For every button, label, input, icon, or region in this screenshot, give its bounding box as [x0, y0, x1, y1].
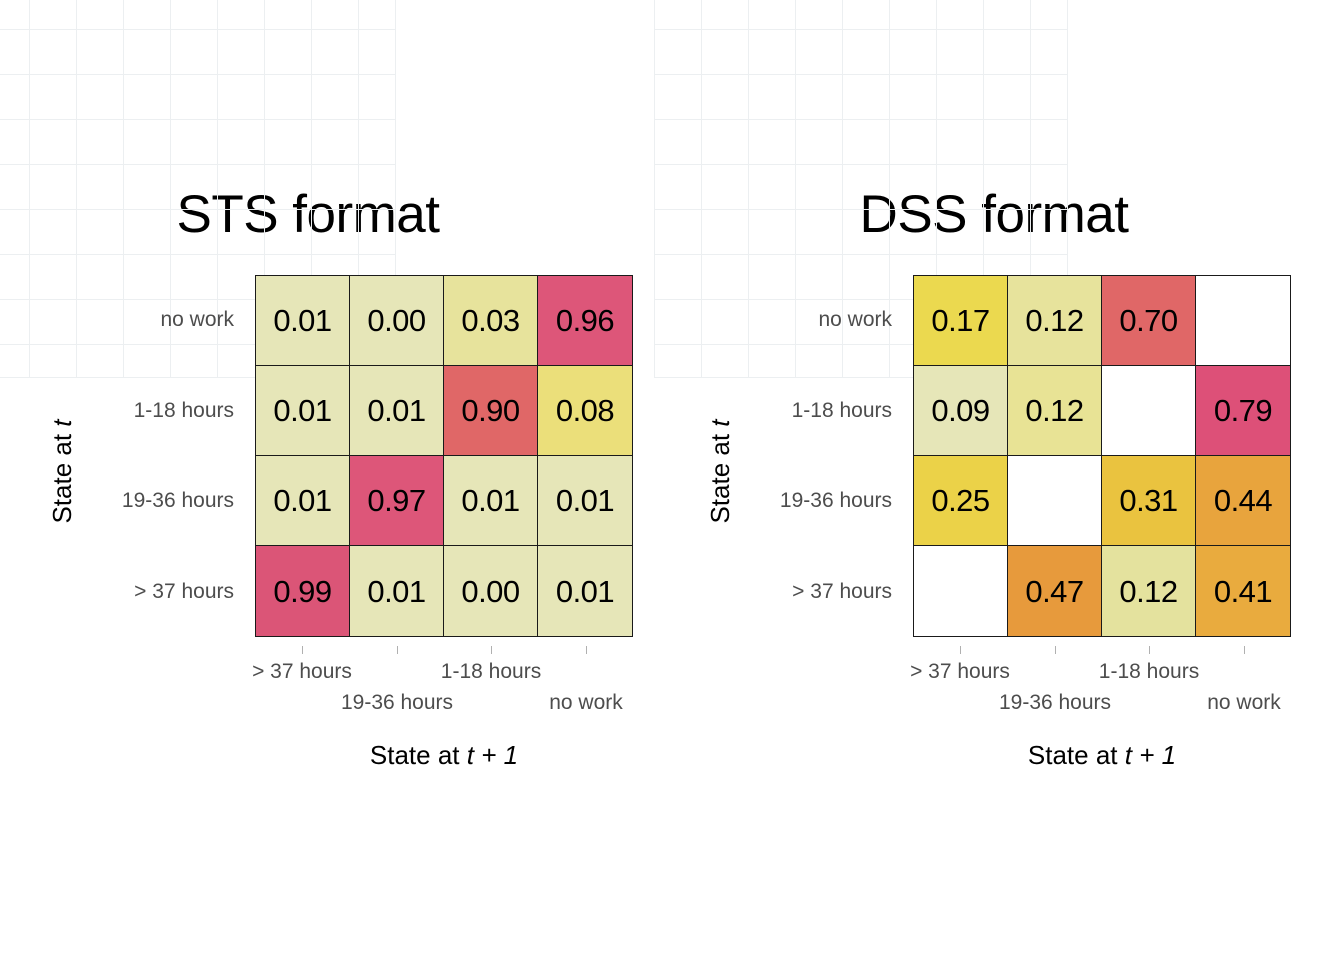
- heatmap-cell: [1196, 276, 1290, 366]
- y-tick-label: no work: [818, 308, 892, 332]
- heatmap-cell: 0.01: [538, 546, 632, 636]
- heatmap-cell-value: 0.09: [931, 393, 990, 428]
- heatmap-cell-value: 0.79: [1213, 393, 1273, 428]
- x-axis-title-dss: State at t + 1: [913, 740, 1291, 771]
- heatmap-cell-value: 0.01: [273, 303, 332, 338]
- heatmap-cell: 0.01: [444, 456, 538, 546]
- heatmap-cell: 0.12: [1008, 366, 1102, 456]
- panel-sts: STS format State at t no work 1-18 hours…: [0, 0, 633, 771]
- y-tick-label: > 37 hours: [134, 579, 234, 603]
- heatmap-cell-value: 0.97: [367, 483, 426, 518]
- heatmap-cell-value: 0.01: [367, 393, 426, 428]
- x-axis-title-variable: t + 1: [1124, 740, 1177, 770]
- panel-title-dss: DSS format: [859, 185, 1129, 244]
- heatmap-cell: 0.01: [350, 546, 444, 636]
- heatmap-cell-value: 0.12: [1025, 393, 1084, 428]
- heatmap-cell-value: 0.12: [1025, 303, 1084, 338]
- heatmap-cell: 0.41: [1196, 546, 1290, 636]
- heatmap-cell: 0.03: [444, 276, 538, 366]
- x-tick-label: 1-18 hours: [1098, 660, 1200, 683]
- heatmap-cell: 0.00: [444, 546, 538, 636]
- x-axis-title-sts: State at t + 1: [255, 740, 633, 771]
- heatmap-cell: 0.01: [350, 366, 444, 456]
- y-tick-labels-dss: no work 1-18 hours 19-36 hours > 37 hour…: [706, 275, 906, 637]
- y-tick-labels-sts: no work 1-18 hours 19-36 hours > 37 hour…: [48, 275, 248, 637]
- heatmap-cell-value: 0.00: [461, 573, 520, 609]
- heatmap-cell-value: 0.01: [273, 393, 332, 428]
- y-tick-label: 19-36 hours: [779, 489, 892, 513]
- heatmap-cell: 0.70: [1102, 276, 1196, 366]
- heatmap-cell-value: 0.01: [461, 483, 520, 518]
- x-tick-label: 19-36 hours: [998, 691, 1112, 714]
- heatmap-cell-value: 0.41: [1213, 573, 1273, 609]
- heatmap-cell: 0.01: [256, 276, 350, 366]
- heatmap-cell-value: 0.96: [555, 303, 615, 338]
- heatmap-cell-value: 0.17: [931, 303, 990, 338]
- heatmap-cell: 0.31: [1102, 456, 1196, 546]
- heatmap-cell-value: 0.90: [461, 393, 520, 428]
- y-tick-label: 1-18 hours: [133, 398, 234, 422]
- heatmap-cell-value: 0.01: [273, 483, 332, 518]
- heatmap-cell: 0.44: [1196, 456, 1290, 546]
- heatmap-cell-value: 0.70: [1119, 303, 1178, 338]
- heatmap-cell: 0.47: [1008, 546, 1102, 636]
- heatmap-cell-value: 0.31: [1119, 483, 1178, 518]
- x-tick-label: 19-36 hours: [340, 691, 454, 714]
- heatmap-cell: 0.01: [256, 456, 350, 546]
- heatmap-cell: 0.01: [256, 366, 350, 456]
- heatmap-cell-value: 0.01: [367, 573, 426, 609]
- heatmap-cell-value: 0.03: [461, 303, 520, 338]
- heatmap-cell: 0.12: [1102, 546, 1196, 636]
- x-tick-label: no work: [1207, 691, 1281, 714]
- x-tick-label: > 37 hours: [252, 660, 352, 683]
- x-tick-label: 1-18 hours: [440, 660, 542, 683]
- heatmap-cell: 0.09: [914, 366, 1008, 456]
- x-axis-title-text: State at: [1027, 740, 1125, 770]
- heatmap-cell: [1008, 456, 1102, 546]
- heatmap-dss: 0.17 0.12 0.70 0.09 0.12 0.79 0.25 0.31 0.44 0.47…: [913, 275, 1291, 637]
- y-tick-label: 19-36 hours: [121, 489, 234, 513]
- heatmap-cell-value: 0.01: [555, 573, 615, 609]
- panel-title-sts: STS format: [176, 185, 440, 244]
- heatmap-cell-value: 0.44: [1213, 483, 1273, 518]
- heatmap-cell-value: 0.47: [1025, 573, 1084, 609]
- heatmap-cell: 0.99: [256, 546, 350, 636]
- heatmap-cell: [1102, 366, 1196, 456]
- heatmap-grid-sts: 0.01 0.00 0.03 0.96 0.01 0.01 0.90 0.08 0.01 0.97…: [255, 275, 633, 637]
- y-tick-label: 1-18 hours: [791, 398, 892, 422]
- panel-dss: DSS format State at t no work 1-18 hours…: [654, 0, 1344, 960]
- heatmap-cell-value: 0.12: [1119, 573, 1178, 609]
- heatmap-grid-dss: 0.17 0.12 0.70 0.09 0.12 0.79 0.25 0.31 0.44 0.47…: [913, 275, 1291, 637]
- heatmap-sts: 0.01 0.00 0.03 0.96 0.01 0.01 0.90 0.08 0.01 0.97…: [255, 275, 633, 637]
- y-tick-label: no work: [160, 308, 234, 332]
- heatmap-cell: 0.12: [1008, 276, 1102, 366]
- heatmap-cell: 0.17: [914, 276, 1008, 366]
- heatmap-cell: 0.00: [350, 276, 444, 366]
- heatmap-cell: 0.90: [444, 366, 538, 456]
- heatmap-cell-value: 0.08: [555, 393, 615, 428]
- y-tick-label: > 37 hours: [792, 579, 892, 603]
- heatmap-cell-value: 0.00: [367, 303, 426, 338]
- heatmap-cell: 0.96: [538, 276, 632, 366]
- x-tick-labels-sts: > 37 hours 19-36 hours 1-18 hours no wor…: [252, 646, 633, 730]
- x-tick-labels-dss: > 37 hours 19-36 hours 1-18 hours no wor…: [910, 646, 1291, 730]
- heatmap-cell: 0.08: [538, 366, 632, 456]
- heatmap-cell: 0.25: [914, 456, 1008, 546]
- heatmap-cell: [914, 546, 1008, 636]
- heatmap-cell-value: 0.99: [273, 573, 332, 609]
- x-tick-label: > 37 hours: [910, 660, 1010, 683]
- x-axis-title-variable: t + 1: [466, 740, 519, 770]
- x-tick-label: no work: [549, 691, 623, 714]
- heatmap-cell-value: 0.01: [555, 483, 615, 518]
- x-axis-title-text: State at: [369, 740, 467, 770]
- heatmap-cell: 0.01: [538, 456, 632, 546]
- heatmap-cell: 0.97: [350, 456, 444, 546]
- heatmap-cell: 0.79: [1196, 366, 1290, 456]
- heatmap-cell-value: 0.25: [931, 483, 990, 518]
